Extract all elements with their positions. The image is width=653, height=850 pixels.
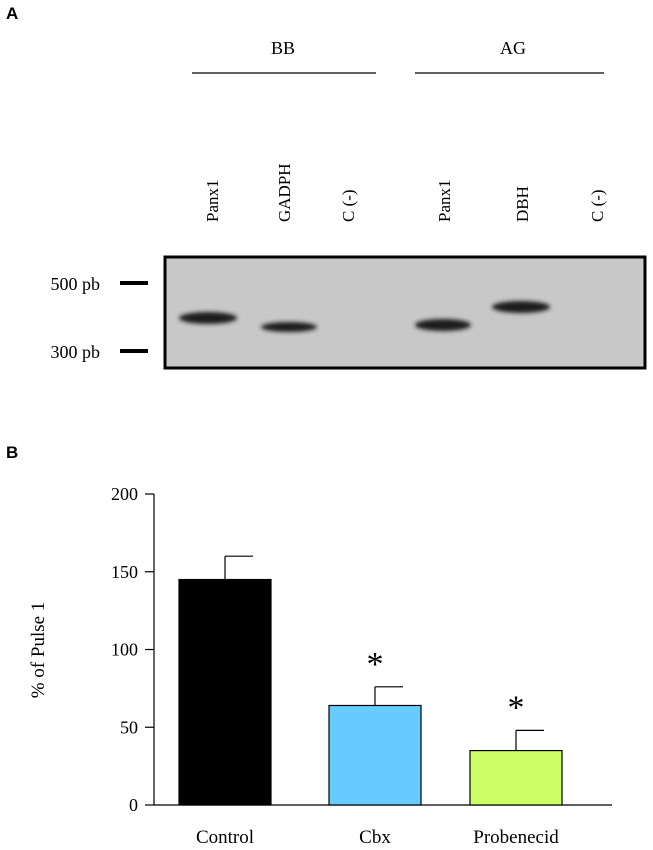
band-ag-panx1 [415,319,471,331]
bar-probenecid [469,749,563,806]
gel-panel: BB AG Panx1 GADPH C (-) Panx1 DBH C (-) … [51,38,647,370]
bar-control [178,578,272,806]
y-tick-label: 200 [111,484,138,504]
gel-image [163,255,647,370]
lane-label-bb-neg: C (-) [339,189,358,222]
lane-label-ag-dbh: DBH [513,186,532,222]
lane-label-bb-gadph: GADPH [275,163,294,222]
y-tick-label: 50 [120,717,138,737]
y-ticks: 0 50 100 150 200 [111,484,154,815]
band-bb-gadph [261,322,317,332]
group-label-ag: AG [500,38,526,58]
x-tick-labels: Control Cbx Probenecid [196,827,559,848]
x-tick-label: Cbx [359,827,391,848]
significance-marker: * [367,646,384,683]
panel-b-letter: B [6,443,19,462]
band-bb-panx1 [179,312,237,324]
lane-label-ag-neg: C (-) [588,189,607,222]
y-tick-label: 100 [111,640,138,660]
group-label-bb: BB [271,38,295,58]
marker-300: 300 pb [51,342,101,362]
y-tick-label: 0 [129,795,138,815]
bars: ** [178,555,563,806]
x-tick-label: Probenecid [473,827,559,848]
panel-a-letter: A [6,4,19,23]
gel-bands [179,301,550,332]
significance-marker: * [508,689,525,726]
lane-label-bb-panx1: Panx1 [203,180,222,223]
bar-cbx [328,704,422,806]
y-axis-label: % of Pulse 1 [28,602,49,699]
x-tick-label: Control [196,827,254,848]
band-ag-dbh [492,301,550,313]
marker-500: 500 pb [51,274,101,294]
lane-label-ag-panx1: Panx1 [435,180,454,223]
y-tick-label: 150 [111,562,138,582]
